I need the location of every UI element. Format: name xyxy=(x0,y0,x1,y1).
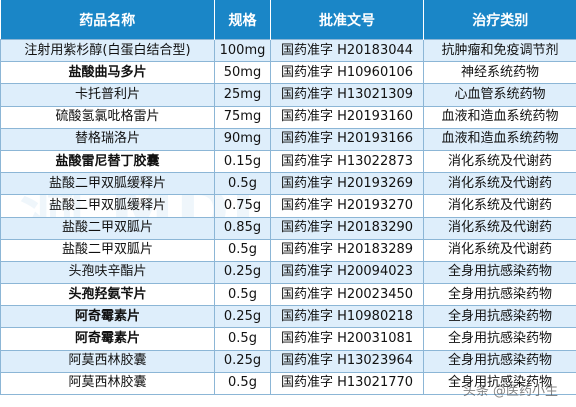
cell-drug-name: 盐酸二甲双胍片 xyxy=(0,216,215,240)
cell-treatment-category: 全身用抗感染药物 xyxy=(423,349,576,373)
table-row: 替格瑞洛片 90mg 国药准字 H20193166 血液和造血系统药物 xyxy=(0,127,576,151)
cell-drug-name: 头孢呋辛酯片 xyxy=(0,260,215,285)
cell-treatment-category: 血液和造血系统药物 xyxy=(423,105,576,129)
cell-approval-number: 国药准字 H10960106 xyxy=(270,61,424,85)
cell-treatment-category: 神经系统药物 xyxy=(423,61,576,85)
cell-treatment-category: 全身用抗感染药物 xyxy=(423,260,576,285)
table-row: 盐酸雷尼替丁胶囊 0.15g 国药准字 H13022873 消化系统及代谢药 xyxy=(0,149,576,174)
cell-approval-number: 国药准字 H20183289 xyxy=(270,238,424,262)
cell-approval-number: 国药准字 H20193270 xyxy=(270,194,424,218)
cell-approval-number: 国药准字 H13023964 xyxy=(270,349,424,373)
cell-drug-name: 硫酸氢氯吡格雷片 xyxy=(0,105,215,129)
cell-treatment-category: 全身用抗感染药物 xyxy=(423,305,576,329)
table-row: 盐酸曲马多片 50mg 国药准字 H10960106 神经系统药物 xyxy=(0,61,576,85)
cell-spec: 0.5g xyxy=(214,283,271,307)
cell-treatment-category: 血液和造血系统药物 xyxy=(423,127,576,151)
cell-approval-number: 国药准字 H20183044 xyxy=(270,38,424,63)
cell-approval-number: 国药准字 H20031081 xyxy=(270,327,424,351)
header-treatment-category: 治疗类别 xyxy=(423,0,576,40)
table-row: 头孢羟氨苄片 0.5g 国药准字 H20023450 全身用抗感染药物 xyxy=(0,283,576,307)
header-drug-name: 药品名称 xyxy=(0,0,215,40)
cell-approval-number: 国药准字 H13021770 xyxy=(270,371,424,396)
cell-drug-name: 阿莫西林胶囊 xyxy=(0,349,215,373)
header-spec: 规格 xyxy=(214,0,271,40)
cell-drug-name: 盐酸二甲双胍片 xyxy=(0,238,215,262)
cell-spec: 50mg xyxy=(214,61,271,85)
cell-spec: 25mg xyxy=(214,83,271,107)
cell-approval-number: 国药准字 H20094023 xyxy=(270,260,424,285)
table-row: 阿莫西林胶囊 0.25g 国药准字 H13023964 全身用抗感染药物 xyxy=(0,349,576,373)
cell-treatment-category: 消化系统及代谢药 xyxy=(423,194,576,218)
table-body: 注射用紫杉醇(白蛋白结合型) 100mg 国药准字 H20183044 抗肿瘤和免疫调… xyxy=(0,38,576,396)
cell-approval-number: 国药准字 H13021309 xyxy=(270,83,424,107)
table-row: 阿奇霉素片 0.5g 国药准字 H20031081 全身用抗感染药物 xyxy=(0,327,576,351)
cell-spec: 75mg xyxy=(214,105,271,129)
cell-drug-name: 盐酸雷尼替丁胶囊 xyxy=(0,149,215,174)
cell-treatment-category: 消化系统及代谢药 xyxy=(423,149,576,174)
cell-drug-name: 盐酸二甲双胍缓释片 xyxy=(0,194,215,218)
cell-treatment-category: 全身用抗感染药物 xyxy=(423,283,576,307)
cell-spec: 0.5g xyxy=(214,172,271,196)
cell-treatment-category: 全身用抗感染药物 xyxy=(423,327,576,351)
table-row: 硫酸氢氯吡格雷片 75mg 国药准字 H20193160 血液和造血系统药物 xyxy=(0,105,576,129)
table-row: 头孢呋辛酯片 0.25g 国药准字 H20094023 全身用抗感染药物 xyxy=(0,260,576,285)
cell-spec: 100mg xyxy=(214,38,271,63)
cell-drug-name: 注射用紫杉醇(白蛋白结合型) xyxy=(0,38,215,63)
cell-drug-name: 盐酸二甲双胍缓释片 xyxy=(0,172,215,196)
cell-spec: 0.75g xyxy=(214,194,271,218)
table-row: 盐酸二甲双胍片 0.85g 国药准字 H20183290 消化系统及代谢药 xyxy=(0,216,576,240)
cell-approval-number: 国药准字 H20193166 xyxy=(270,127,424,151)
cell-treatment-category: 消化系统及代谢药 xyxy=(423,238,576,262)
cell-spec: 0.5g xyxy=(214,371,271,396)
cell-approval-number: 国药准字 H20193160 xyxy=(270,105,424,129)
cell-approval-number: 国药准字 H13022873 xyxy=(270,149,424,174)
cell-drug-name: 头孢羟氨苄片 xyxy=(0,283,215,307)
cell-treatment-category: 心血管系统药物 xyxy=(423,83,576,107)
cell-drug-name: 盐酸曲马多片 xyxy=(0,61,215,85)
cell-approval-number: 国药准字 H20193269 xyxy=(270,172,424,196)
table-row: 盐酸二甲双胍缓释片 0.75g 国药准字 H20193270 消化系统及代谢药 xyxy=(0,194,576,218)
drug-table: 药品名称 规格 批准文号 治疗类别 注射用紫杉醇(白蛋白结合型) 100mg 国药准… xyxy=(0,0,576,396)
cell-drug-name: 阿奇霉素片 xyxy=(0,327,215,351)
cell-drug-name: 卡托普利片 xyxy=(0,83,215,107)
source-credit: 头条 @医药小生 xyxy=(462,384,558,399)
cell-drug-name: 替格瑞洛片 xyxy=(0,127,215,151)
cell-approval-number: 国药准字 H10980218 xyxy=(270,305,424,329)
cell-spec: 0.25g xyxy=(214,260,271,285)
table-row: 阿奇霉素片 0.25g 国药准字 H10980218 全身用抗感染药物 xyxy=(0,305,576,329)
cell-treatment-category: 消化系统及代谢药 xyxy=(423,172,576,196)
cell-spec: 90mg xyxy=(214,127,271,151)
cell-approval-number: 国药准字 H20183290 xyxy=(270,216,424,240)
header-approval-number: 批准文号 xyxy=(270,0,424,40)
cell-treatment-category: 抗肿瘤和免疫调节剂 xyxy=(423,38,576,63)
table-row: 卡托普利片 25mg 国药准字 H13021309 心血管系统药物 xyxy=(0,83,576,107)
table-row: 注射用紫杉醇(白蛋白结合型) 100mg 国药准字 H20183044 抗肿瘤和免疫调… xyxy=(0,38,576,63)
cell-spec: 0.5g xyxy=(214,238,271,262)
cell-approval-number: 国药准字 H20023450 xyxy=(270,283,424,307)
cell-drug-name: 阿奇霉素片 xyxy=(0,305,215,329)
table-header: 药品名称 规格 批准文号 治疗类别 xyxy=(0,0,576,40)
cell-spec: 0.25g xyxy=(214,305,271,329)
cell-spec: 0.85g xyxy=(214,216,271,240)
table-row: 盐酸二甲双胍缓释片 0.5g 国药准字 H20193269 消化系统及代谢药 xyxy=(0,172,576,196)
cell-treatment-category: 消化系统及代谢药 xyxy=(423,216,576,240)
cell-drug-name: 阿莫西林胶囊 xyxy=(0,371,215,396)
cell-spec: 0.5g xyxy=(214,327,271,351)
table-row: 阿莫西林胶囊 0.5g 国药准字 H13021770 全身用抗感染药物 xyxy=(0,371,576,396)
cell-spec: 0.25g xyxy=(214,349,271,373)
table-row: 盐酸二甲双胍片 0.5g 国药准字 H20183289 消化系统及代谢药 xyxy=(0,238,576,262)
cell-spec: 0.15g xyxy=(214,149,271,174)
